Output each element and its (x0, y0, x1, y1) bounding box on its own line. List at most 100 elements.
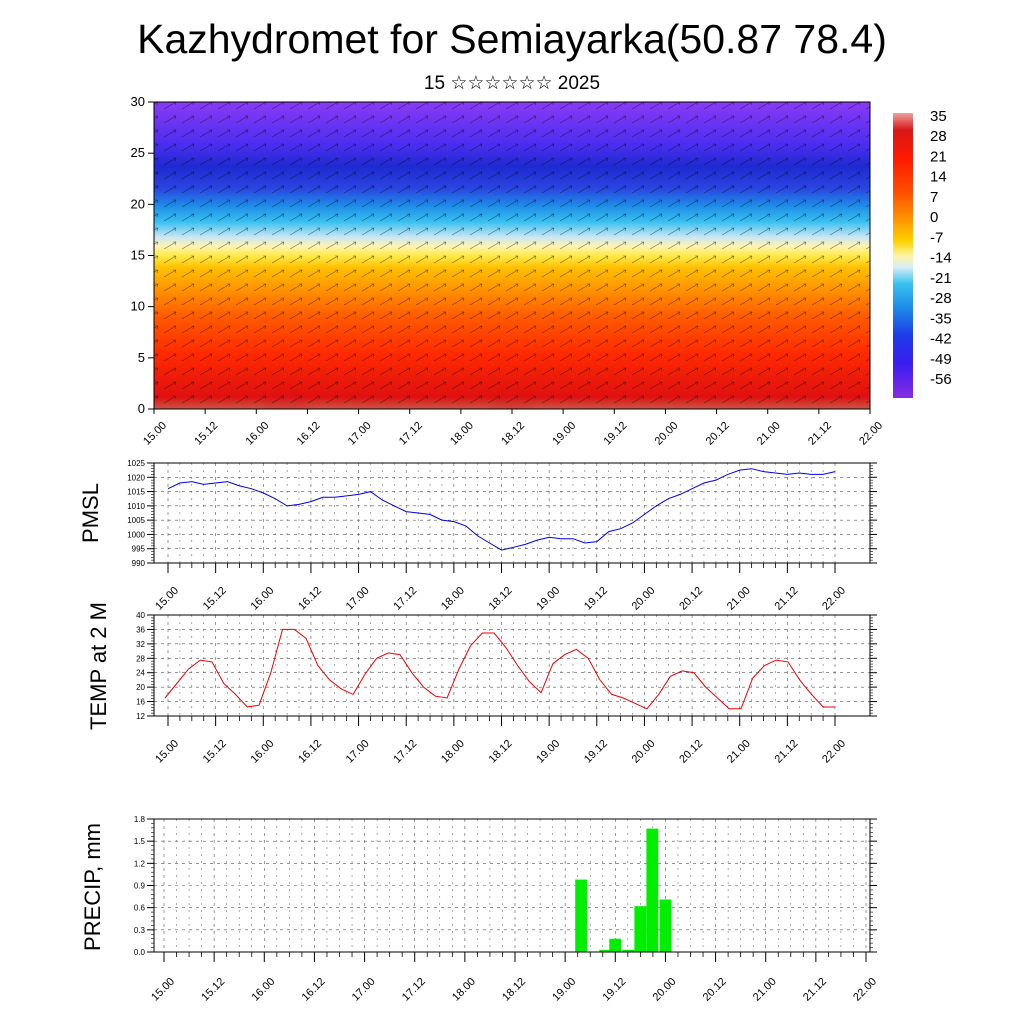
precip-panel: PRECIP, mm 0.0 0.3 0.6 0.9 1.2 1.5 1.8 15.00 15.… (80, 815, 879, 1004)
x-tick-label: 18.12 (500, 976, 528, 1004)
x-tick-label: 18.12 (487, 738, 515, 766)
colorbar-label: -49 (930, 351, 952, 368)
x-tick-label: 17.00 (346, 420, 374, 448)
precip-bar (575, 879, 588, 952)
x-tick-label: 16.00 (243, 420, 271, 448)
temp-ylabel: TEMP at 2 M (86, 602, 111, 730)
x-tick-label: 17.00 (344, 585, 372, 613)
y-tick-label: 5 (138, 350, 145, 365)
temp-frame (153, 614, 871, 717)
x-tick-label: 22.00 (857, 420, 885, 448)
x-tick-label: 16.12 (296, 738, 324, 766)
x-tick-label: 22.00 (820, 585, 848, 613)
y-tick-label: 20 (136, 683, 145, 692)
y-tick-label: 0.0 (134, 948, 146, 957)
temp-series-line (164, 628, 835, 710)
y-tick-label: 12 (136, 712, 145, 721)
y-tick-label: 995 (132, 545, 146, 554)
y-tick-label: 1015 (127, 488, 145, 497)
pmsl-series-line (167, 468, 836, 551)
y-tick-label: 1010 (127, 502, 145, 511)
pmsl-panel: PMSL 990 995 1000 1005 1010 1015 1020 1025 15.00… (78, 459, 877, 613)
y-tick-label: 1000 (127, 530, 145, 539)
x-tick-label: 20.00 (653, 420, 681, 448)
x-tick-label: 21.00 (725, 738, 753, 766)
colorbar-label: 0 (930, 209, 938, 226)
x-tick-label: 20.00 (651, 976, 679, 1004)
y-tick-label: 0.6 (134, 904, 146, 913)
x-tick-label: 18.00 (450, 976, 478, 1004)
precip-frame (153, 818, 871, 953)
x-tick-label: 19.00 (534, 738, 562, 766)
x-tick-label: 21.12 (773, 738, 801, 766)
precip-bar (599, 949, 612, 952)
y-tick-label: 0.3 (134, 926, 146, 935)
y-tick-label: 1020 (127, 473, 145, 482)
colorbar-label: -42 (930, 331, 952, 348)
x-tick-label: 15.12 (201, 738, 229, 766)
x-tick-label: 20.12 (701, 976, 729, 1004)
chart-subtitle: 15 ☆☆☆☆☆☆ 2025 (423, 73, 601, 94)
precip-bar (634, 906, 647, 952)
x-tick-label: 15.00 (153, 585, 181, 613)
x-tick-label: 20.12 (677, 738, 705, 766)
x-tick-label: 20.00 (630, 585, 658, 613)
precip-bar (659, 899, 672, 952)
y-tick-label: 1025 (127, 459, 145, 468)
x-tick-label: 17.12 (400, 976, 428, 1004)
y-tick-label: 990 (132, 559, 146, 568)
y-tick-label: 1.2 (134, 859, 146, 868)
x-tick-label: 22.00 (851, 976, 879, 1004)
x-tick-label: 19.00 (550, 976, 578, 1004)
x-tick-label: 17.12 (391, 585, 419, 613)
x-tick-label: 17.00 (344, 738, 372, 766)
x-tick-label: 17.00 (350, 976, 378, 1004)
x-tick-label: 20.00 (630, 738, 658, 766)
x-tick-label: 20.12 (704, 420, 732, 448)
x-tick-label: 17.12 (391, 738, 419, 766)
x-tick-label: 15.00 (153, 738, 181, 766)
x-tick-label: 21.00 (725, 585, 753, 613)
colorbar-label: -35 (930, 310, 952, 327)
y-tick-label: 16 (136, 698, 145, 707)
x-tick-label: 16.00 (248, 585, 276, 613)
x-tick-label: 15.12 (199, 976, 227, 1004)
x-tick-label: 20.12 (677, 585, 705, 613)
colorbar-label: -56 (930, 371, 952, 388)
colorbar-label: -14 (930, 250, 952, 267)
y-tick-label: 10 (131, 299, 145, 314)
y-tick-label: 1.5 (134, 837, 146, 846)
x-tick-label: 18.00 (448, 420, 476, 448)
x-tick-label: 16.12 (300, 976, 328, 1004)
temperature-cross-section: 0 5 10 15 20 25 30 15.00 15.12 16.00 16.12 17.00 17… (131, 94, 952, 448)
colorbar-label: 21 (930, 148, 947, 165)
x-tick-label: 15.00 (149, 976, 177, 1004)
x-tick-label: 18.12 (487, 585, 515, 613)
x-tick-label: 18.00 (439, 738, 467, 766)
x-tick-label: 18.00 (439, 585, 467, 613)
y-tick-label: 24 (136, 669, 145, 678)
x-tick-label: 21.12 (801, 976, 829, 1004)
x-tick-label: 19.12 (600, 976, 628, 1004)
x-tick-label: 19.12 (582, 738, 610, 766)
y-tick-label: 32 (136, 640, 145, 649)
y-tick-label: 1.8 (134, 815, 146, 824)
colorbar-label: 28 (930, 128, 947, 145)
colorbar-label: 7 (930, 189, 938, 206)
colorbar-label: 14 (930, 169, 947, 186)
colorbar-label: -28 (930, 290, 952, 307)
x-tick-label: 21.00 (755, 420, 783, 448)
y-tick-label: 15 (131, 248, 145, 263)
pmsl-ylabel: PMSL (78, 483, 103, 543)
y-tick-label: 0.9 (134, 882, 146, 891)
x-tick-label: 15.12 (201, 585, 229, 613)
precip-bar (622, 949, 635, 952)
x-tick-label: 18.12 (499, 420, 527, 448)
y-tick-label: 1005 (127, 516, 145, 525)
y-tick-label: 36 (136, 625, 145, 634)
x-tick-label: 17.12 (397, 420, 425, 448)
precip-ylabel: PRECIP, mm (80, 823, 105, 951)
colorbar-label: -21 (930, 270, 952, 287)
y-tick-label: 20 (131, 196, 145, 211)
